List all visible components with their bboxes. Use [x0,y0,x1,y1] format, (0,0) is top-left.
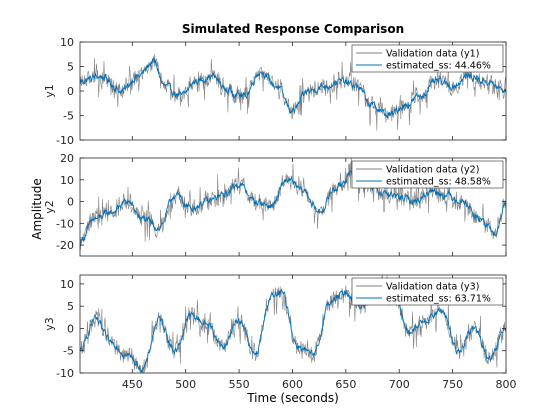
y-tick-label: 5 [67,61,74,74]
x-tick-label: 500 [175,378,196,391]
subplot-3-ylabel: y3 [43,317,56,331]
series-estimated-ss-y3 [80,280,506,373]
x-tick-label: 600 [282,378,303,391]
legend-entry: Validation data (y3) [386,282,479,293]
y-tick-label: 10 [60,174,74,187]
y-tick-label: 20 [60,152,74,165]
legend-box [351,44,504,73]
x-tick-label: 700 [389,378,410,391]
subplot-1-ylabel: y1 [43,84,56,98]
subplot-2: -20 -10 0 10 20 y2 Validation data (y2)estimat… [43,152,507,257]
subplot-1: -10 -5 0 5 10 y1 Validation data (y1)estimated… [43,36,507,147]
legend-entry: Validation data (y1) [386,49,479,60]
legend-box [351,160,504,189]
subplot-1-lines [80,53,506,131]
legend-entry: estimated_ss: 63.71% [386,294,491,305]
y-tick-label: -20 [56,239,74,252]
x-axis-label: Time (seconds) [246,391,339,405]
x-tick-label: 750 [442,378,463,391]
y-tick-label: 0 [67,322,74,335]
series-validation-data-y1 [80,53,506,131]
subplot-2-ylabel: y2 [43,200,56,214]
subplot-3-lines [80,275,506,373]
legend-entry: Validation data (y2) [386,165,479,176]
y-tick-label: -10 [56,217,74,230]
y-tick-label: -5 [63,110,74,123]
y-tick-label: -10 [56,367,74,380]
y-tick-label: -10 [56,134,74,147]
y-axis-shared-label: Amplitude [30,178,44,240]
subplot-3-frame [79,274,507,374]
series-estimated-ss-y1 [80,58,506,119]
subplot-2-frame [79,157,507,257]
legend-entry: estimated_ss: 48.58% [386,177,491,188]
x-tick-label: 550 [229,378,250,391]
y-tick-label: 5 [67,300,74,313]
legend-1: Validation data (y1)estimated_ss: 44.46% [351,44,504,73]
series-estimated-ss-y2 [80,170,506,245]
chart-title: Simulated Response Comparison [182,22,404,36]
y-tick-label: 0 [67,85,74,98]
y-tick-label: -5 [63,345,74,358]
y-tick-label: 10 [60,36,74,49]
legend-box [351,277,504,306]
x-tick-label: 650 [335,378,356,391]
legend-3: Validation data (y3)estimated_ss: 63.71% [351,277,504,306]
x-tick-label: 800 [496,378,517,391]
legend-entry: estimated_ss: 44.46% [386,61,491,72]
legend-2: Validation data (y2)estimated_ss: 48.58% [351,160,504,189]
x-tick-label: 450 [122,378,143,391]
y-tick-label: 0 [67,196,74,209]
subplot-3: -10 -5 0 5 10 450 500 550 600 650 700 750 800 y3 Valid… [43,274,517,391]
y-tick-label: 10 [60,278,74,291]
